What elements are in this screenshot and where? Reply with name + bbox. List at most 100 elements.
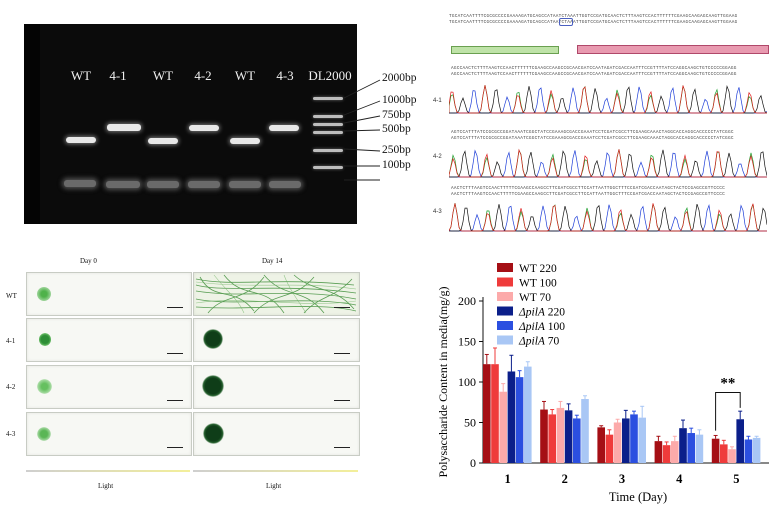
gel-band bbox=[189, 125, 219, 131]
legend-label: ΔpilA 70 bbox=[518, 336, 560, 348]
sequence-text: AGCCAACTCTTTTAAGTCCAACTTTTTTCGAAGCCAAGCC… bbox=[451, 72, 737, 77]
bar bbox=[499, 391, 507, 463]
chart-legend: WT 220 WT 100 WT 70 ΔpilA 220 ΔpilA 100 ΔpilA… bbox=[497, 263, 565, 348]
annotation-feature-bar bbox=[577, 45, 769, 54]
bar bbox=[687, 433, 695, 463]
bar bbox=[728, 449, 736, 463]
sequence-text: AGTCCATTTATCCGCGCCGGATAAATCGGCTATCCGAAAG… bbox=[451, 130, 734, 135]
trace-row-label: 4-2 bbox=[433, 154, 442, 160]
bar bbox=[630, 414, 638, 463]
marker-label: 750bp bbox=[382, 109, 411, 121]
scale-bar bbox=[167, 353, 183, 354]
colony-spot bbox=[37, 379, 52, 394]
gel-lane-label: WT bbox=[234, 68, 256, 83]
chromatogram-trace bbox=[449, 148, 767, 178]
legend-swatch bbox=[497, 335, 513, 345]
legend-swatch bbox=[497, 292, 513, 301]
x-axis-label: Time (Day) bbox=[609, 490, 667, 504]
bar bbox=[491, 364, 499, 463]
legend-label: WT 70 bbox=[519, 292, 551, 304]
scale-bar bbox=[334, 307, 350, 308]
bar bbox=[581, 399, 589, 463]
bar bbox=[556, 407, 565, 463]
chart-bars: ** bbox=[483, 347, 761, 463]
biofilm-growth bbox=[195, 274, 357, 314]
culture-plate bbox=[26, 412, 192, 456]
light-gradient-bar bbox=[193, 470, 358, 472]
bar bbox=[507, 371, 516, 463]
plate-row-label: 4-1 bbox=[6, 337, 16, 345]
trace-channel bbox=[449, 203, 767, 232]
legend-swatch bbox=[497, 277, 513, 287]
scale-bar bbox=[334, 353, 350, 354]
bar bbox=[662, 445, 671, 463]
bar bbox=[711, 438, 720, 463]
culture-plate bbox=[193, 272, 360, 316]
marker-leader-lines bbox=[343, 79, 381, 181]
x-tick-label: 2 bbox=[562, 472, 568, 486]
marker-label: 500bp bbox=[382, 123, 411, 135]
bar bbox=[483, 364, 491, 463]
y-tick-label: 200 bbox=[458, 294, 476, 308]
y-tick-label: 50 bbox=[464, 416, 476, 430]
sequence-text: TGCATCAATTTTCGCGCCCCGAAAAGATGCAGCCATAATC… bbox=[449, 20, 738, 25]
ladder-band bbox=[313, 97, 343, 100]
bar bbox=[654, 441, 663, 463]
legend-label: ΔpilA 220 bbox=[518, 307, 565, 319]
ladder-band bbox=[313, 123, 343, 126]
significance-bracket bbox=[715, 392, 741, 431]
gel-primer-band bbox=[188, 181, 220, 188]
bar bbox=[524, 366, 532, 463]
marker-label: 100bp bbox=[382, 159, 411, 171]
cut-site-marker bbox=[559, 18, 573, 26]
bar bbox=[744, 439, 753, 463]
bar bbox=[695, 434, 704, 463]
bar bbox=[564, 410, 573, 463]
bar bbox=[679, 428, 687, 463]
gel-band bbox=[107, 124, 141, 131]
trace-channel bbox=[449, 148, 767, 178]
bar bbox=[622, 418, 630, 463]
bar bbox=[605, 434, 614, 463]
colony-spot bbox=[203, 329, 223, 349]
bar bbox=[540, 409, 548, 463]
x-tick-label: 3 bbox=[619, 472, 625, 486]
ladder-band bbox=[313, 115, 343, 118]
sequence-text: AGTCCATTTATCCGCGCCGGATAAATCGGCTATCCGAAAG… bbox=[451, 136, 734, 141]
legend-label: ΔpilA 100 bbox=[518, 321, 565, 333]
y-axis-label: Polysaccharide Content in media(mg/g) bbox=[436, 287, 450, 478]
sequence-text: AACTCTTTAAGTCCAACTTTTTCGAAGCCAAGCCTTCGAT… bbox=[451, 186, 726, 191]
legend-swatch bbox=[497, 321, 513, 330]
day-label: Day 14 bbox=[262, 257, 283, 265]
gel-band bbox=[148, 138, 178, 144]
trace-channel bbox=[449, 85, 767, 114]
gel-band bbox=[230, 138, 260, 144]
x-tick-label: 1 bbox=[504, 472, 510, 486]
gel-lane-label: WT bbox=[152, 68, 174, 83]
sequence-text: AACTCTTTAAGTCCAACTTTTTCGAAGCCAAGCCTTCGAT… bbox=[451, 192, 726, 197]
legend-swatch bbox=[497, 263, 513, 272]
scale-bar bbox=[334, 447, 350, 448]
gel-image-edge bbox=[24, 24, 40, 224]
polysaccharide-bar-chart: 0 50 100 150 200 Polysaccharide Content in me… bbox=[436, 263, 769, 504]
bar bbox=[638, 417, 646, 463]
gel-lane-label: 4-1 bbox=[109, 68, 127, 83]
sequence-text: AGCCAACTCTTTTAAGTCCAACTTTTTTCGAAGCCAAGCC… bbox=[451, 66, 737, 71]
sequence-text: TGCATCAATTTTCGCGCCCCGAAAAGATGCAGCCATAATC… bbox=[449, 14, 738, 19]
ladder-band bbox=[313, 131, 343, 134]
x-tick-label: 5 bbox=[733, 472, 739, 486]
chromatogram-trace bbox=[449, 203, 767, 232]
significance-marker: ** bbox=[720, 376, 735, 392]
gel-band bbox=[66, 137, 96, 143]
culture-plate bbox=[26, 318, 192, 362]
day-label: Day 0 bbox=[80, 257, 97, 265]
light-label: Light bbox=[98, 482, 114, 490]
bar bbox=[720, 444, 728, 463]
gel-primer-band bbox=[147, 181, 179, 188]
trace-channel bbox=[449, 203, 767, 232]
gel-lane-label: DL2000 bbox=[308, 68, 352, 83]
ladder-band bbox=[313, 166, 343, 169]
marker-label: 2000bp bbox=[382, 72, 417, 84]
bar bbox=[573, 418, 581, 463]
gel-primer-band bbox=[269, 181, 301, 188]
